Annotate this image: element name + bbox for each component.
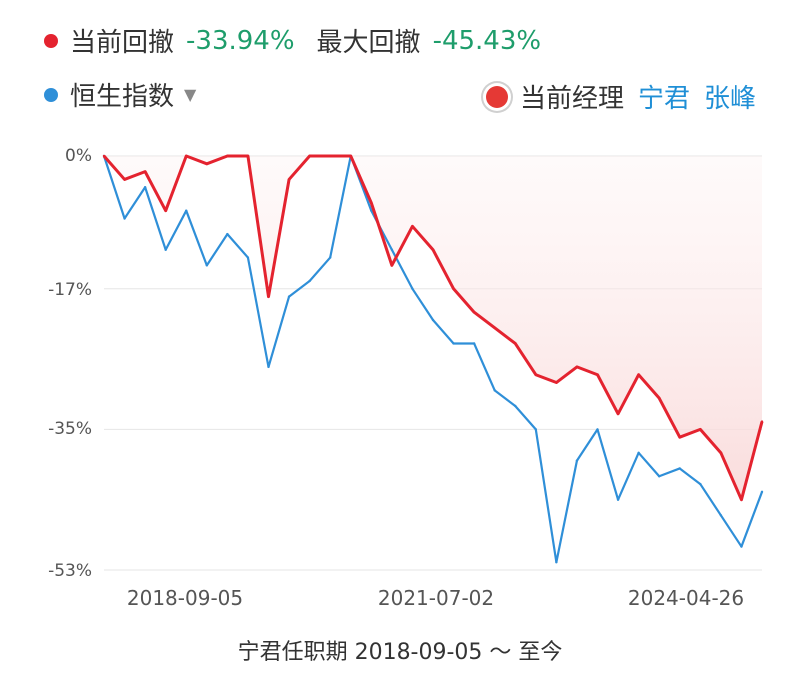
index-data-point [328, 256, 332, 259]
index-data-point [123, 217, 126, 220]
y-tick-label: 0% [65, 146, 92, 166]
y-tick-label: -35% [48, 419, 92, 439]
fund-data-point [472, 311, 476, 314]
fund-data-point [267, 295, 270, 298]
tenure-caption: 宁君任职期 2018-09-05 ～ 至今 [237, 640, 563, 665]
index-data-point [534, 428, 538, 431]
fund-data-point [637, 373, 640, 376]
fund-data-point [452, 287, 455, 290]
index-data-point [616, 498, 620, 501]
y-tick-label: -17% [48, 280, 92, 300]
fund-data-point [185, 154, 188, 158]
fund-data-point [205, 162, 209, 166]
fund-data-point [616, 412, 620, 415]
index-data-point [575, 459, 579, 462]
max-drawdown-value: -45.43% [432, 25, 542, 56]
fund-data-point [370, 201, 373, 205]
benchmark-selector[interactable]: 恒生指数 ▼ [0, 76, 196, 113]
index-data-point [657, 475, 661, 478]
fund-data-point [493, 326, 496, 330]
index-data-point [226, 232, 229, 236]
index-data-point [596, 428, 599, 431]
index-data-point [699, 482, 702, 486]
legend-row-drawdown: 当前回撤 -33.94% 最大回撤 -45.43% [0, 22, 541, 59]
index-data-point [390, 248, 394, 251]
benchmark-label: 恒生指数 [70, 82, 175, 112]
fund-data-point [657, 396, 661, 400]
index-data-point [472, 342, 476, 345]
index-data-point [205, 264, 209, 267]
index-data-point [514, 404, 517, 408]
fund-data-point [411, 225, 414, 228]
fund-data-point [246, 154, 250, 158]
fund-data-point [102, 154, 106, 158]
fund-data-point [740, 498, 743, 501]
index-data-point [370, 209, 373, 212]
fund-data-point [287, 178, 291, 181]
fund-data-point [390, 264, 394, 267]
fund-data-point [719, 451, 723, 455]
manager-name-1[interactable]: 宁君 [637, 84, 690, 114]
dropdown-caret-icon[interactable]: ▼ [184, 85, 197, 104]
tenure-shaded-area [104, 156, 762, 500]
x-tick-label: 2018-09-05 [126, 586, 244, 610]
index-data-point [431, 318, 435, 322]
index-data-point [267, 365, 270, 369]
index-data-point [287, 295, 291, 298]
index-data-point [719, 514, 723, 517]
fund-data-point [555, 381, 558, 384]
fund-data-point [575, 365, 579, 369]
fund-data-point [328, 154, 332, 158]
current-drawdown-label: 当前回撤 [70, 28, 175, 58]
manager-marker-icon [485, 85, 508, 108]
fund-data-point [596, 373, 599, 376]
index-data-point [493, 389, 496, 392]
index-data-point [678, 467, 681, 470]
fund-data-point [514, 342, 517, 345]
fund-data-point [349, 154, 352, 158]
fund-data-point [431, 248, 435, 251]
index-data-point [555, 560, 558, 564]
y-tick-label: -53% [48, 561, 92, 581]
x-tick-label: 2021-07-02 [377, 586, 495, 610]
index-data-point [637, 451, 640, 455]
fund-data-point [699, 428, 702, 431]
index-data-point [308, 279, 311, 283]
fund-data-point [534, 373, 538, 376]
index-data-point [411, 287, 414, 290]
fund-data-point [143, 170, 147, 173]
fund-series-dot [44, 33, 58, 48]
current-manager-legend: 当前经理 宁君 张峰 [485, 78, 756, 115]
max-drawdown-label: 最大回撤 [316, 28, 421, 58]
series-layer [102, 154, 764, 564]
fund-data-point [164, 209, 167, 212]
index-data-point [246, 256, 250, 259]
x-tick-label: 2024-04-26 [627, 586, 745, 610]
fund-data-point [308, 154, 311, 158]
current-drawdown-value: -33.94% [186, 25, 295, 56]
manager-label: 当前经理 [519, 84, 624, 114]
index-data-point [143, 186, 147, 189]
fund-data-point [123, 178, 126, 181]
index-data-point [452, 342, 455, 345]
index-data-point [740, 545, 743, 548]
index-data-point [760, 490, 764, 494]
index-data-point [185, 209, 188, 212]
index-data-point [164, 248, 167, 251]
fund-data-point [226, 154, 229, 158]
fund-data-point [678, 436, 681, 439]
manager-name-2[interactable]: 张峰 [703, 84, 756, 114]
fund-data-point [760, 420, 764, 423]
index-series-dot [44, 87, 58, 102]
